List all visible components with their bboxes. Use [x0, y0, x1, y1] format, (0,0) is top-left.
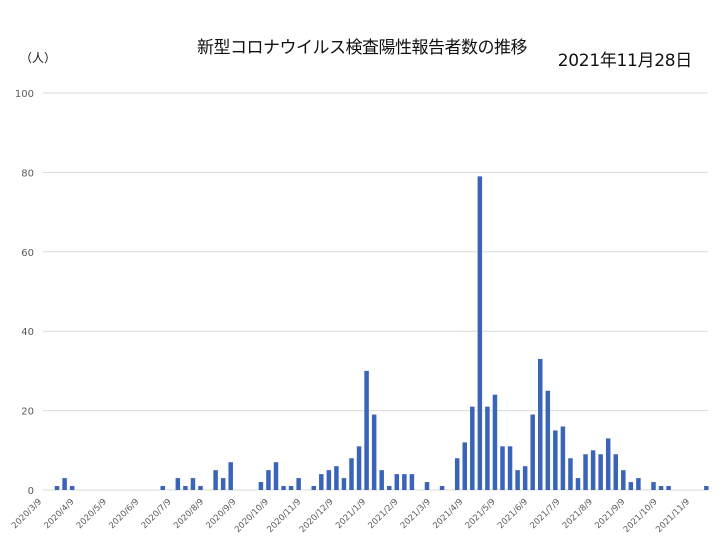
x-tick-label: 2021/4/9: [431, 497, 465, 531]
bar: [296, 478, 301, 490]
bar: [402, 474, 407, 490]
bar: [575, 478, 581, 490]
bar: [371, 414, 377, 490]
bar: [213, 470, 218, 490]
bar: [349, 458, 354, 490]
y-axis-ticks: 0 20 40 60 80 100: [15, 89, 34, 497]
bar: [62, 478, 67, 490]
x-tick-label: 2020/11/9: [265, 497, 303, 535]
bar: [500, 446, 505, 490]
bar: [568, 458, 573, 490]
bar: [666, 486, 671, 490]
x-tick-label: 2020/3/9: [10, 497, 44, 531]
bar: [311, 486, 316, 490]
bar: [470, 406, 475, 490]
bar: [477, 176, 483, 490]
x-tick-label: 2020/9/9: [204, 497, 238, 531]
bar: [485, 406, 490, 490]
y-tick-label: 60: [21, 248, 34, 259]
bar: [590, 450, 596, 490]
bar: [560, 426, 566, 490]
x-tick-label: 2020/5/9: [75, 497, 109, 531]
x-tick-label: 2021/7/9: [528, 497, 562, 531]
x-tick-label: 2021/3/9: [399, 497, 433, 531]
x-tick-label: 2021/9/9: [593, 497, 627, 531]
bar: [175, 478, 181, 490]
bar: [334, 466, 339, 490]
bar: [605, 438, 611, 490]
x-tick-label: 2021/5/9: [464, 497, 498, 531]
bar: [613, 454, 618, 490]
bar: [190, 478, 196, 490]
bar: [651, 482, 656, 490]
bar: [454, 458, 460, 490]
bar: [538, 358, 543, 490]
bar: [183, 486, 188, 490]
bar: [598, 454, 603, 490]
x-tick-label: 2020/4/9: [42, 497, 76, 531]
x-tick-label: 2020/6/9: [107, 497, 141, 531]
x-axis-ticks: 2020/3/92020/4/92020/5/92020/6/92020/7/9…: [10, 497, 692, 535]
y-axis-unit-label: （人）: [20, 51, 57, 65]
bar: [507, 446, 513, 490]
bar: [198, 486, 203, 490]
bar: [341, 478, 347, 490]
x-tick-label: 2021/1/9: [334, 497, 368, 531]
bar: [583, 454, 588, 490]
x-tick-label: 2020/7/9: [140, 497, 174, 531]
bar: [545, 390, 551, 490]
y-tick-label: 80: [21, 168, 34, 179]
x-tick-label: 2021/11/9: [654, 497, 692, 535]
y-tick-label: 100: [15, 89, 34, 100]
bar: [220, 478, 226, 490]
bar: [439, 486, 445, 490]
bar: [424, 482, 430, 490]
bar: [319, 474, 324, 490]
bar: [636, 478, 641, 490]
x-tick-label: 2020/10/9: [233, 497, 271, 535]
bar: [394, 474, 400, 490]
y-tick-label: 40: [21, 327, 34, 338]
bar: [69, 486, 75, 490]
bar: [553, 430, 558, 490]
bars: [54, 176, 709, 490]
bar: [462, 442, 467, 490]
bar: [326, 470, 332, 490]
bar: [522, 466, 528, 490]
bar: [288, 486, 294, 490]
bar: [228, 462, 233, 490]
x-tick-label: 2020/8/9: [172, 497, 206, 531]
chart-title: 新型コロナウイルス検査陽性報告者数の推移: [197, 38, 528, 58]
bar: [658, 486, 664, 490]
bar: [492, 394, 498, 490]
bar: [281, 486, 286, 490]
bar: [273, 462, 279, 490]
bar: [515, 470, 520, 490]
bar: [621, 470, 626, 490]
bar: [258, 482, 264, 490]
bar: [364, 370, 369, 490]
bar: [160, 486, 165, 490]
bar: [266, 470, 271, 490]
bar: [356, 446, 362, 490]
y-tick-label: 0: [28, 486, 34, 497]
report-date: 2021年11月28日: [557, 51, 693, 71]
x-tick-label: 2021/2/9: [366, 497, 400, 531]
bar: [628, 482, 634, 490]
bar: [530, 414, 535, 490]
bar: [387, 486, 392, 490]
x-tick-label: 2020/12/9: [298, 497, 336, 535]
x-tick-label: 2021/10/9: [622, 497, 660, 535]
bar: [704, 486, 709, 490]
x-tick-label: 2021/6/9: [496, 497, 530, 531]
y-tick-label: 20: [21, 407, 34, 418]
bar: [379, 470, 384, 490]
x-tick-label: 2021/8/9: [561, 497, 595, 531]
bar: [409, 474, 415, 490]
bar: [54, 486, 60, 490]
